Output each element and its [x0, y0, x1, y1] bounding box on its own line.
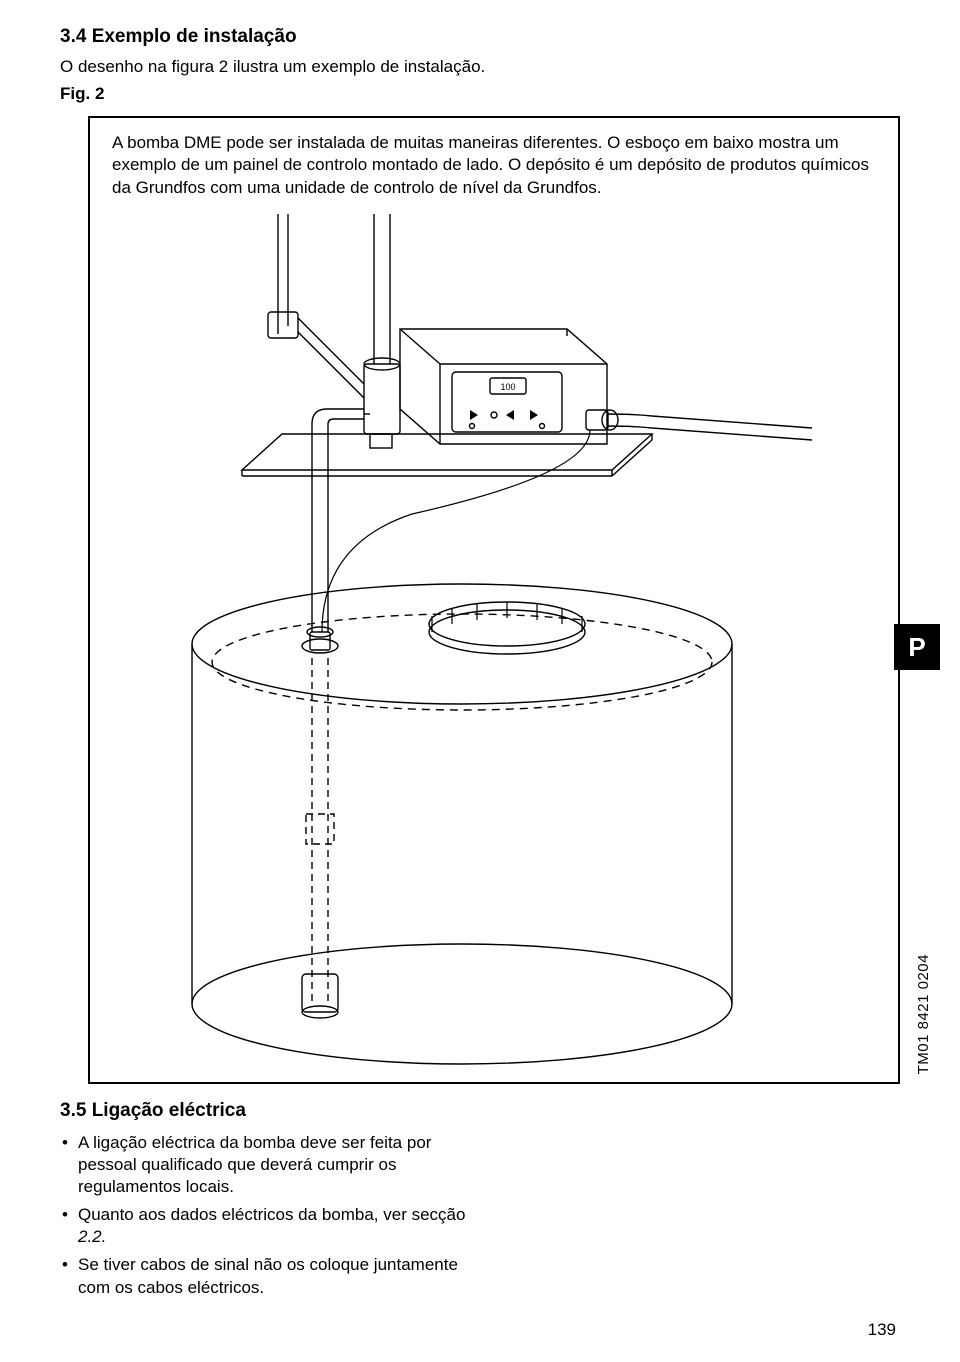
- figure-box: A bomba DME pode ser instalada de muitas…: [88, 116, 900, 1085]
- section-ref: 2.2.: [78, 1227, 106, 1246]
- figure-caption: A bomba DME pode ser instalada de muitas…: [112, 132, 876, 201]
- installation-diagram: 100: [112, 214, 876, 1074]
- section-35-bullets: A ligação eléctrica da bomba deve ser fe…: [60, 1132, 480, 1299]
- list-item: Se tiver cabos de sinal não os coloque j…: [60, 1254, 480, 1298]
- language-badge: P: [894, 624, 940, 670]
- list-item: A ligação eléctrica da bomba deve ser fe…: [60, 1132, 480, 1198]
- drawing-code: TM01 8421 0204: [914, 954, 934, 1074]
- pump-tank-svg: 100: [112, 214, 872, 1074]
- page-number: 139: [60, 1319, 900, 1342]
- pump-display-value: 100: [500, 382, 515, 392]
- section-34-intro: O desenho na figura 2 ilustra um exemplo…: [60, 56, 900, 79]
- list-item: Quanto aos dados eléctricos da bomba, ve…: [60, 1204, 480, 1248]
- bullet-text: Quanto aos dados eléctricos da bomba, ve…: [78, 1205, 465, 1224]
- section-34-heading: 3.4 Exemplo de instalação: [60, 24, 900, 50]
- section-35-heading: 3.5 Ligação eléctrica: [60, 1098, 900, 1124]
- figure-label: Fig. 2: [60, 83, 900, 106]
